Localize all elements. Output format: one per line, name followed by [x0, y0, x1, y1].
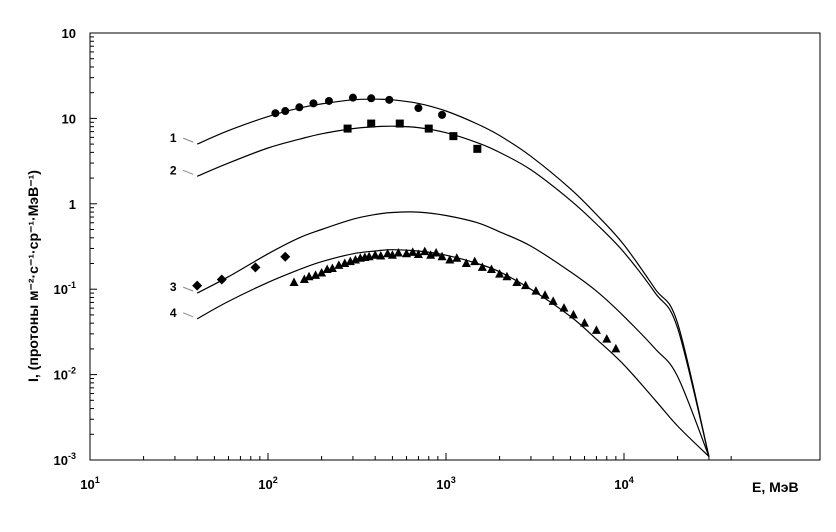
- y-tick-label: 10: [62, 26, 76, 41]
- point-4: [461, 258, 471, 267]
- point-4: [470, 256, 480, 266]
- point-3: [250, 262, 261, 273]
- curve-labels: 1 2 3 4: [170, 131, 194, 320]
- curve-3: [196, 211, 710, 457]
- y-tick-label: 1: [69, 197, 76, 212]
- point-3: [192, 280, 203, 291]
- point-4: [495, 269, 505, 278]
- curve-label-leader: [182, 286, 194, 292]
- point-1: [271, 109, 280, 118]
- point-4: [568, 309, 578, 319]
- curve-2: [196, 125, 710, 457]
- point-2: [395, 119, 404, 128]
- point-4: [387, 250, 397, 259]
- point-4: [289, 277, 299, 286]
- point-2: [424, 124, 433, 133]
- x-tick-label: 103: [436, 475, 455, 492]
- curve-label-3: 3: [170, 280, 177, 294]
- curve-4: [196, 249, 710, 457]
- point-4: [521, 280, 531, 290]
- point-4: [486, 264, 496, 274]
- point-4: [393, 248, 403, 257]
- point-4: [327, 263, 337, 272]
- y-axis-ticks: 10-3 10-2 10-1 1 10 10: [54, 26, 97, 468]
- y-tick-label: 10-1: [54, 280, 76, 297]
- point-1: [281, 107, 290, 116]
- x-axis-ticks: 101 102 103 104: [80, 453, 732, 492]
- curve-1: [196, 98, 710, 457]
- point-4: [611, 343, 621, 353]
- point-2: [343, 124, 352, 133]
- y-tick-label: 10-3: [54, 451, 76, 468]
- point-2: [367, 119, 376, 128]
- y-tick-label: 10-2: [54, 366, 76, 383]
- point-3: [280, 251, 291, 262]
- point-1: [438, 110, 447, 119]
- point-4: [370, 250, 380, 259]
- point-1: [348, 93, 357, 102]
- y-axis-label: I, (протоны м⁻²·с⁻¹·ср⁻¹·МэВ⁻¹): [25, 170, 41, 382]
- point-4: [408, 247, 418, 256]
- point-1: [324, 96, 333, 105]
- point-4: [311, 270, 321, 279]
- point-4: [376, 250, 386, 260]
- data-points: [192, 93, 621, 353]
- x-axis-label: E, МэВ: [752, 479, 799, 495]
- curve-label-leader: [182, 169, 194, 175]
- x-tick-label: 102: [258, 475, 277, 492]
- y-tick-label: 10: [62, 111, 76, 126]
- point-1: [385, 95, 394, 104]
- curve-label-2: 2: [170, 163, 177, 177]
- point-4: [452, 253, 462, 262]
- point-4: [477, 262, 487, 271]
- point-4: [437, 251, 447, 261]
- curve-label-leader: [182, 137, 194, 143]
- point-4: [445, 254, 455, 264]
- point-1: [309, 99, 318, 108]
- point-4: [426, 250, 436, 259]
- point-4: [548, 296, 558, 305]
- point-4: [512, 277, 522, 286]
- point-1: [414, 104, 423, 113]
- point-4: [304, 271, 314, 281]
- curve-label-4: 4: [170, 306, 177, 320]
- point-4: [559, 303, 569, 312]
- point-3: [216, 274, 227, 285]
- point-4: [502, 271, 512, 281]
- x-tick-label: 104: [614, 475, 633, 492]
- point-1: [367, 94, 376, 103]
- point-2: [473, 144, 482, 153]
- plot-frame: [89, 32, 821, 461]
- point-4: [299, 274, 309, 283]
- point-4: [580, 318, 590, 327]
- point-4: [413, 249, 423, 258]
- point-4: [591, 325, 601, 334]
- point-4: [431, 248, 441, 257]
- curve-label-1: 1: [170, 131, 177, 145]
- point-4: [540, 290, 550, 299]
- curve-label-leader: [182, 312, 194, 318]
- point-1: [295, 103, 304, 112]
- point-2: [449, 132, 458, 141]
- point-4: [317, 267, 327, 277]
- point-4: [602, 334, 612, 343]
- x-tick-label: 101: [80, 475, 99, 492]
- point-4: [420, 246, 430, 256]
- fit-curves: [196, 98, 710, 457]
- point-4: [531, 286, 541, 295]
